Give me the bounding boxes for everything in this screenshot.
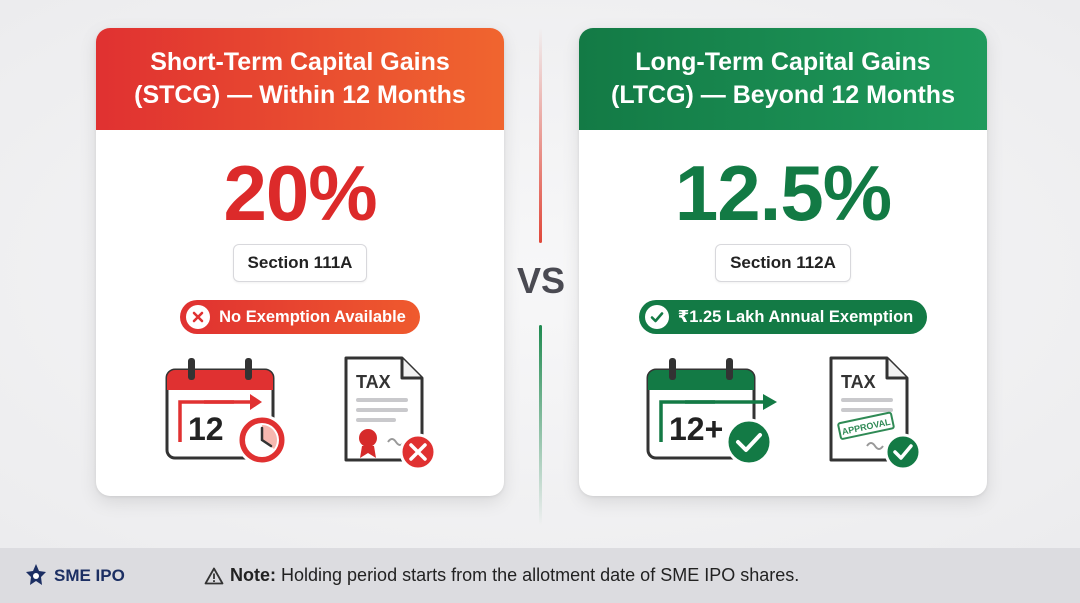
ltcg-exemption-label: ₹1.25 Lakh Annual Exemption: [677, 308, 914, 326]
divider-top: [539, 28, 542, 243]
calendar-clock-icon: 12: [165, 358, 288, 466]
tax-document-approved-icon: TAX APPROVAL: [829, 356, 922, 471]
divider-bottom: [539, 325, 542, 525]
stcg-header: Short-Term Capital Gains (STCG) — Within…: [96, 28, 504, 130]
ltcg-section: Section 112A: [715, 244, 851, 282]
stcg-title-line1: Short-Term Capital Gains: [150, 48, 450, 76]
stcg-doc-label: TAX: [356, 372, 391, 392]
warning-icon: [204, 567, 224, 584]
stcg-exemption-label: No Exemption Available: [219, 307, 406, 326]
stcg-section: Section 111A: [232, 244, 368, 282]
stcg-exemption-pill: No Exemption Available: [180, 300, 420, 334]
brand-name: SME IPO: [54, 565, 125, 585]
stcg-title-line2: (STCG) — Within 12 Months: [134, 81, 466, 109]
calendar-check-icon: 12+: [646, 358, 777, 466]
footer-note: Note: Holding period starts from the all…: [204, 565, 799, 586]
x-circle-icon: [186, 305, 211, 329]
sme-ipo-logo: [26, 563, 46, 585]
ltcg-card: Long-Term Capital Gains (LTCG) — Beyond …: [579, 28, 987, 496]
note-label: Note:: [230, 565, 276, 585]
ltcg-title-line2: (LTCG) — Beyond 12 Months: [611, 81, 955, 109]
stcg-rate: 20%: [223, 149, 377, 237]
tax-document-rejected-icon: TAX: [344, 356, 437, 471]
ltcg-rate: 12.5%: [674, 149, 892, 237]
check-circle-icon: [644, 305, 669, 329]
note-text: Holding period starts from the allotment…: [281, 565, 800, 585]
stcg-calendar-number: 12: [188, 411, 224, 447]
stcg-card: Short-Term Capital Gains (STCG) — Within…: [96, 28, 504, 496]
vs-label: VS: [516, 260, 566, 301]
ltcg-calendar-number: 12+: [669, 411, 723, 447]
footer: SME IPO Note: Holding period starts from…: [0, 548, 1080, 603]
ltcg-header: Long-Term Capital Gains (LTCG) — Beyond …: [579, 28, 987, 130]
ltcg-exemption-pill: ₹1.25 Lakh Annual Exemption: [638, 300, 928, 334]
ltcg-doc-label: TAX: [841, 372, 876, 392]
ltcg-title-line1: Long-Term Capital Gains: [635, 48, 931, 76]
infographic: Short-Term Capital Gains (STCG) — Within…: [0, 0, 1080, 548]
brand: SME IPO: [24, 563, 204, 589]
